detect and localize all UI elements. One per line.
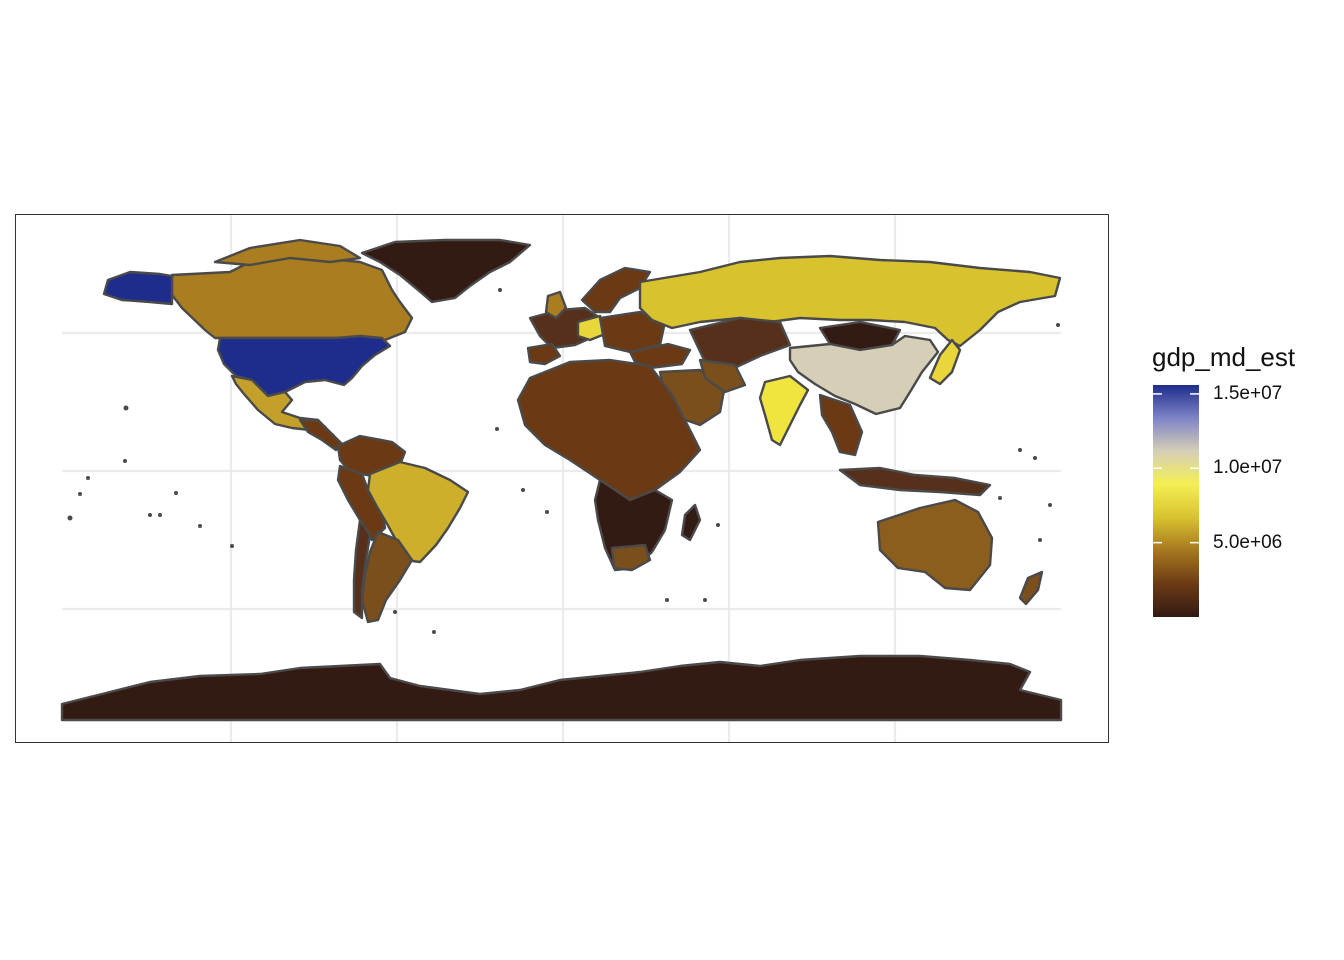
country-central-america [298,418,344,452]
island [998,496,1002,500]
island [158,513,162,517]
legend-colorbar [1153,385,1199,617]
country-russia [638,254,1062,348]
country-greenland [360,238,532,304]
country-chile [352,518,372,620]
island [1018,448,1022,452]
island [174,491,178,495]
country-argentina [360,530,414,624]
country-south-africa [610,543,652,572]
island [230,544,234,548]
legend-ticks [1153,393,1199,544]
island [78,492,82,496]
legend-break-label: 1.0e+07 [1213,457,1283,479]
island [123,459,127,463]
island [703,598,707,602]
country-uk [544,290,568,320]
country-new-zealand [1018,570,1044,606]
country-spain [526,342,562,366]
country-brazil [366,460,470,564]
country-india [758,374,810,447]
country-madagascar [680,503,702,542]
island [1038,538,1042,542]
country-canada [213,238,362,267]
country-usa-alaska [102,270,174,306]
island [521,488,525,492]
countries-layer [60,238,1063,722]
country-china [788,334,940,416]
country-australia [876,498,994,592]
country-japan [928,338,962,386]
island [1056,323,1060,327]
country-indonesia [838,466,992,497]
country-iran [698,358,747,394]
island [495,427,499,431]
island [1033,456,1037,460]
legend-gradient [1153,385,1199,617]
island [545,510,549,514]
island [432,630,436,634]
island [198,524,202,528]
country-canada [170,253,414,344]
country-usa [216,334,392,398]
island [716,523,720,527]
island [498,288,502,292]
small-islands-layer [67,288,1060,634]
island [393,610,397,614]
island [86,476,90,480]
island [67,515,73,521]
island [123,405,129,411]
country-southeast-asia [818,393,864,457]
island [665,598,669,602]
legend-break-label: 1.5e+07 [1213,382,1283,404]
legend-title: gdp_md_est [1152,342,1296,372]
island [148,513,152,517]
country-germany [576,314,607,342]
country-north-africa [516,358,702,502]
legend-break-label: 5.0e+06 [1213,531,1283,553]
country-antarctica [60,654,1063,722]
country-turkey [628,342,692,370]
island [1048,503,1052,507]
